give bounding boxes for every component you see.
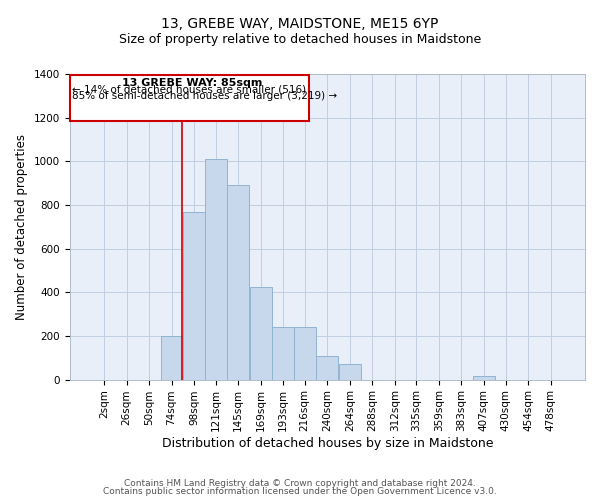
Bar <box>205 159 227 380</box>
Text: 85% of semi-detached houses are larger (3,219) →: 85% of semi-detached houses are larger (… <box>73 92 337 102</box>
Bar <box>316 356 338 380</box>
Bar <box>250 287 272 380</box>
Text: Contains public sector information licensed under the Open Government Licence v3: Contains public sector information licen… <box>103 487 497 496</box>
Bar <box>161 336 182 380</box>
Y-axis label: Number of detached properties: Number of detached properties <box>15 134 28 320</box>
Bar <box>272 327 294 380</box>
Text: Contains HM Land Registry data © Crown copyright and database right 2024.: Contains HM Land Registry data © Crown c… <box>124 478 476 488</box>
Bar <box>339 364 361 380</box>
Bar <box>227 186 249 380</box>
Bar <box>183 212 205 380</box>
Text: 13 GREBE WAY: 85sqm: 13 GREBE WAY: 85sqm <box>122 78 262 88</box>
Text: Size of property relative to detached houses in Maidstone: Size of property relative to detached ho… <box>119 32 481 46</box>
Bar <box>473 376 495 380</box>
Text: ← 14% of detached houses are smaller (516): ← 14% of detached houses are smaller (51… <box>73 85 307 95</box>
X-axis label: Distribution of detached houses by size in Maidstone: Distribution of detached houses by size … <box>161 437 493 450</box>
Text: 13, GREBE WAY, MAIDSTONE, ME15 6YP: 13, GREBE WAY, MAIDSTONE, ME15 6YP <box>161 18 439 32</box>
Bar <box>70 75 308 121</box>
Bar <box>294 327 316 380</box>
